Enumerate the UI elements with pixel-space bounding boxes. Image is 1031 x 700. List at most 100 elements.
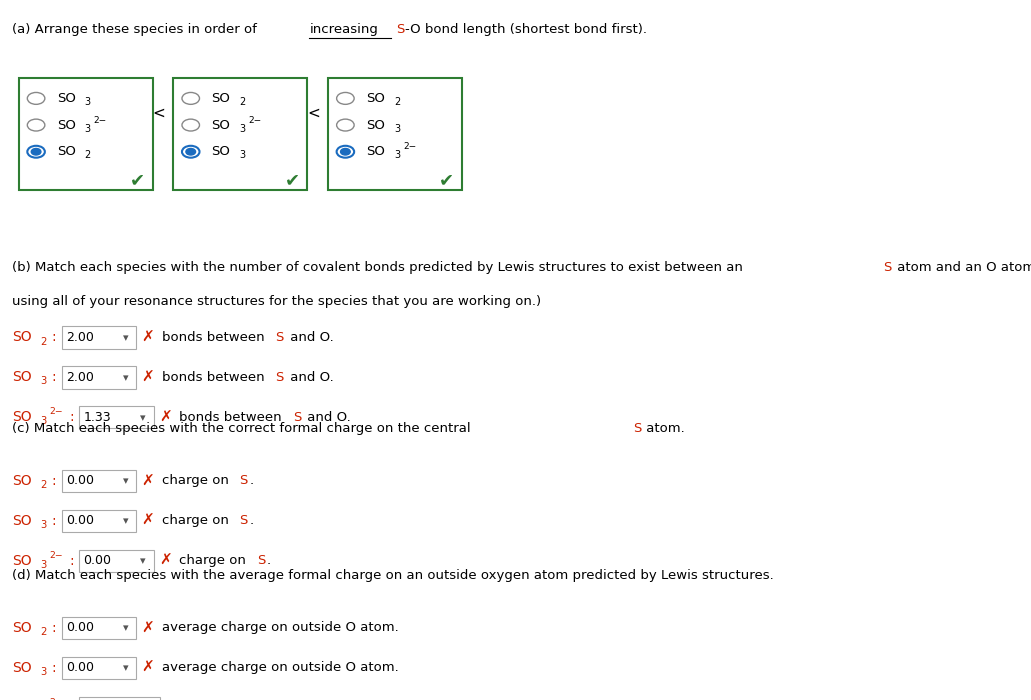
Text: ✗: ✗ <box>141 330 154 345</box>
Text: S: S <box>239 514 247 527</box>
Text: 2.00: 2.00 <box>66 371 94 384</box>
FancyBboxPatch shape <box>19 78 153 190</box>
Text: 0.00: 0.00 <box>66 514 94 527</box>
Text: ✔: ✔ <box>285 171 300 189</box>
Text: 3: 3 <box>40 560 46 570</box>
Text: S: S <box>293 411 301 424</box>
Text: ▾: ▾ <box>123 664 128 673</box>
Text: average charge on outside O atom.: average charge on outside O atom. <box>162 622 399 634</box>
Text: 3: 3 <box>85 97 91 107</box>
Text: <: < <box>153 106 165 121</box>
Text: :: : <box>52 370 56 384</box>
Text: :: : <box>69 554 73 568</box>
Text: 2.00: 2.00 <box>66 331 94 344</box>
Text: SO: SO <box>57 118 75 132</box>
Text: S: S <box>275 331 284 344</box>
Text: 0.00: 0.00 <box>84 554 111 567</box>
Text: 3: 3 <box>40 520 46 530</box>
Text: 2−: 2− <box>49 698 63 700</box>
Text: SO: SO <box>211 118 230 132</box>
Text: SO: SO <box>366 118 385 132</box>
Text: SO: SO <box>12 410 32 424</box>
Text: .: . <box>250 514 254 527</box>
Text: SO: SO <box>12 370 32 384</box>
Circle shape <box>186 148 196 155</box>
Text: :: : <box>52 474 56 488</box>
Text: 3: 3 <box>40 416 46 426</box>
Text: increasing: increasing <box>309 23 378 36</box>
Text: S: S <box>257 554 265 567</box>
Text: ✗: ✗ <box>159 410 171 425</box>
Text: SO: SO <box>12 554 32 568</box>
Text: using all of your resonance structures for the species that you are working on.): using all of your resonance structures f… <box>12 295 541 307</box>
FancyBboxPatch shape <box>62 326 136 349</box>
Text: average charge on outside O atom.: average charge on outside O atom. <box>162 662 399 674</box>
FancyBboxPatch shape <box>62 366 136 389</box>
Text: bonds between: bonds between <box>179 411 287 424</box>
Text: atom.: atom. <box>642 422 685 435</box>
Text: SO: SO <box>57 145 75 158</box>
FancyBboxPatch shape <box>62 510 136 532</box>
Text: S: S <box>633 422 641 435</box>
Text: SO: SO <box>211 145 230 158</box>
FancyBboxPatch shape <box>62 657 136 679</box>
Text: 2: 2 <box>394 97 400 107</box>
Text: SO: SO <box>12 330 32 344</box>
Text: SO: SO <box>57 92 75 105</box>
Text: :: : <box>52 330 56 344</box>
Circle shape <box>31 148 41 155</box>
Text: .: . <box>267 554 271 567</box>
Text: 0.00: 0.00 <box>66 622 94 634</box>
Text: ▾: ▾ <box>123 517 128 526</box>
Text: 2−: 2− <box>94 116 107 125</box>
Text: ▾: ▾ <box>140 413 145 423</box>
Text: 2−: 2− <box>403 142 417 151</box>
Text: (a) Arrange these species in order of: (a) Arrange these species in order of <box>12 23 262 36</box>
Text: 2−: 2− <box>49 551 63 559</box>
Text: and O.: and O. <box>303 411 351 424</box>
Text: 3: 3 <box>40 377 46 386</box>
FancyBboxPatch shape <box>79 550 154 572</box>
Text: 1.33: 1.33 <box>84 411 111 424</box>
Text: ✗: ✗ <box>159 553 171 568</box>
Circle shape <box>340 148 351 155</box>
Text: atom and an O atom bonded to this: atom and an O atom bonded to this <box>893 261 1031 274</box>
Text: <: < <box>307 106 320 121</box>
Text: bonds between: bonds between <box>162 371 269 384</box>
Text: .: . <box>250 475 254 487</box>
Text: :: : <box>52 661 56 675</box>
Text: charge on: charge on <box>162 475 233 487</box>
Text: 2: 2 <box>40 480 46 490</box>
Text: 2: 2 <box>40 627 46 637</box>
FancyBboxPatch shape <box>328 78 462 190</box>
Text: 2: 2 <box>239 97 245 107</box>
Text: charge on: charge on <box>179 554 251 567</box>
Text: :: : <box>52 514 56 528</box>
Text: ▾: ▾ <box>123 333 128 343</box>
FancyBboxPatch shape <box>79 406 154 428</box>
Text: 0.00: 0.00 <box>66 662 94 674</box>
FancyBboxPatch shape <box>62 617 136 639</box>
Text: (b) Match each species with the number of covalent bonds predicted by Lewis stru: (b) Match each species with the number o… <box>12 261 747 274</box>
Text: and O.: and O. <box>286 331 333 344</box>
Text: S: S <box>275 371 284 384</box>
Text: 3: 3 <box>394 150 400 160</box>
Text: (d) Match each species with the average formal charge on an outside oxygen atom : (d) Match each species with the average … <box>12 569 774 582</box>
Text: ✗: ✗ <box>141 513 154 528</box>
Text: SO: SO <box>12 514 32 528</box>
Text: 3: 3 <box>394 124 400 134</box>
Text: (c) Match each species with the correct formal charge on the central: (c) Match each species with the correct … <box>12 422 475 435</box>
Text: ✗: ✗ <box>141 620 154 636</box>
Text: ▾: ▾ <box>123 624 128 634</box>
Text: ▾: ▾ <box>123 477 128 486</box>
Text: ✗: ✗ <box>141 473 154 489</box>
Text: -O bond length (shortest bond first).: -O bond length (shortest bond first). <box>405 23 647 36</box>
Text: SO: SO <box>366 145 385 158</box>
Text: ▾: ▾ <box>140 556 145 566</box>
Text: 0.00: 0.00 <box>66 475 94 487</box>
FancyBboxPatch shape <box>79 696 160 700</box>
Text: and O.: and O. <box>286 371 333 384</box>
Text: SO: SO <box>12 474 32 488</box>
Text: S: S <box>884 261 892 274</box>
Text: 2: 2 <box>85 150 91 160</box>
